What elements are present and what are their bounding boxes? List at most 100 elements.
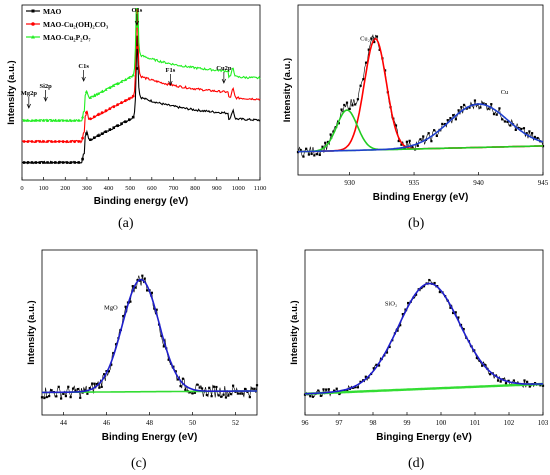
a-series-marker (100, 132, 104, 136)
a-series-marker (120, 101, 123, 105)
a-series-marker (124, 120, 127, 123)
d-raw-data-point (428, 278, 431, 282)
a-x-tick-label: 700 (169, 185, 179, 192)
a-x-tick-label: 600 (147, 185, 157, 192)
a-x-tick-label: 800 (190, 185, 200, 192)
c-raw-data-point (110, 363, 113, 366)
b-raw-data-point (468, 106, 471, 109)
a-annotation-arrowhead (134, 20, 140, 26)
a-series-marker (46, 140, 49, 143)
b-raw-data-point (345, 101, 349, 104)
d-raw-data-point (385, 351, 389, 354)
d-x-tick-label: 99 (404, 419, 412, 427)
d-raw-data-point (483, 363, 486, 366)
c-raw-data-point (146, 289, 149, 292)
c-x-axis-label: Binding Energy (eV) (102, 432, 198, 443)
a-series-marker (135, 67, 139, 70)
c-raw-data-point (103, 373, 106, 376)
b-raw-data-point (302, 155, 305, 158)
b-x-tick-label: 940 (473, 179, 484, 187)
a-series-marker (104, 130, 108, 133)
d-raw-data-point (541, 384, 545, 387)
b-raw-data-point (498, 107, 501, 110)
c-raw-data-point (200, 387, 204, 390)
a-series-marker (85, 111, 88, 115)
c-raw-data-point (62, 392, 65, 395)
d-peak-fit (304, 282, 543, 395)
a-series-marker (34, 118, 38, 122)
b-raw-data-point (528, 130, 531, 133)
d-raw-data-point (457, 316, 460, 319)
d-raw-data-point (438, 290, 441, 294)
c-plot-frame (41, 249, 258, 416)
d-raw-data-point (372, 367, 375, 370)
b-raw-data-point (452, 114, 455, 117)
c-raw-data-point (174, 370, 177, 373)
d-raw-data-point (401, 313, 404, 316)
a-series-marker (88, 117, 92, 121)
b-raw-data-point (337, 122, 340, 125)
a-series-marker (46, 161, 49, 164)
d-raw-data-point (335, 387, 338, 390)
a-series-marker (61, 161, 65, 164)
a-series-marker (69, 118, 73, 122)
c-raw-data-point (71, 387, 75, 390)
b-raw-data-point (394, 124, 398, 127)
c-raw-data-point (181, 377, 185, 380)
a-series-marker (100, 111, 104, 115)
c-x-tick-label: 52 (232, 419, 240, 427)
b-raw-data-point (492, 113, 496, 116)
panel-a-survey-spectrum: 0 100 200 300 400 500 600 700 800 900 1000 1100 Bind… (6, 4, 266, 207)
a-series-marker (73, 161, 77, 164)
a-series-marker (135, 46, 139, 49)
a-series-marker (49, 118, 54, 122)
a-series-marker (119, 79, 124, 83)
a-series-marker (131, 73, 135, 77)
b-peak-fit (298, 109, 544, 153)
a-series-marker (96, 113, 100, 117)
c-raw-data-point (107, 370, 110, 373)
a-peak-annotation: Si2p (39, 83, 52, 90)
c-raw-data-point (67, 385, 70, 388)
d-raw-data-point (414, 293, 418, 296)
b-raw-data-point (305, 147, 308, 150)
b-raw-data-point (348, 107, 351, 111)
a-peak-annotation: F1s (166, 67, 176, 74)
d-raw-data-point (338, 392, 341, 396)
a-series-marker (81, 157, 84, 161)
b-raw-data-point (332, 130, 335, 133)
c-raw-data-point (138, 279, 142, 282)
d-raw-data-point (388, 345, 391, 349)
b-raw-data-point (490, 103, 493, 106)
d-raw-data-point (332, 389, 336, 392)
a-series-line (21, 35, 261, 165)
d-x-tick-label: 100 (436, 419, 447, 427)
c-raw-data-point (76, 388, 79, 391)
c-raw-data-point (198, 386, 201, 389)
b-raw-data-point (397, 139, 400, 143)
a-series-marker (135, 24, 139, 28)
a-legend-marker (31, 9, 35, 13)
d-raw-data-point (309, 395, 312, 398)
a-series-marker (116, 81, 120, 85)
a-series-marker (22, 161, 26, 164)
c-raw-data-point (227, 394, 230, 397)
c-raw-data-point (224, 396, 228, 399)
b-raw-data-point (321, 145, 324, 148)
b-plot-frame (297, 4, 544, 176)
c-raw-data-point (239, 392, 242, 395)
c-raw-data-point (177, 378, 180, 381)
d-raw-data-point (533, 381, 537, 385)
c-raw-data-point (93, 382, 96, 385)
b-raw-data-point (522, 127, 526, 130)
d-raw-data-point (481, 364, 484, 367)
b-raw-data-point (465, 107, 468, 110)
a-series-marker (89, 138, 92, 142)
a-series-marker (81, 136, 84, 140)
d-raw-data-line (304, 279, 544, 398)
c-raw-data-point (48, 394, 51, 398)
c-raw-data-point (95, 382, 99, 386)
a-x-tick-label: 300 (82, 185, 92, 192)
a-series-line (21, 8, 261, 144)
a-series-marker (88, 95, 92, 99)
